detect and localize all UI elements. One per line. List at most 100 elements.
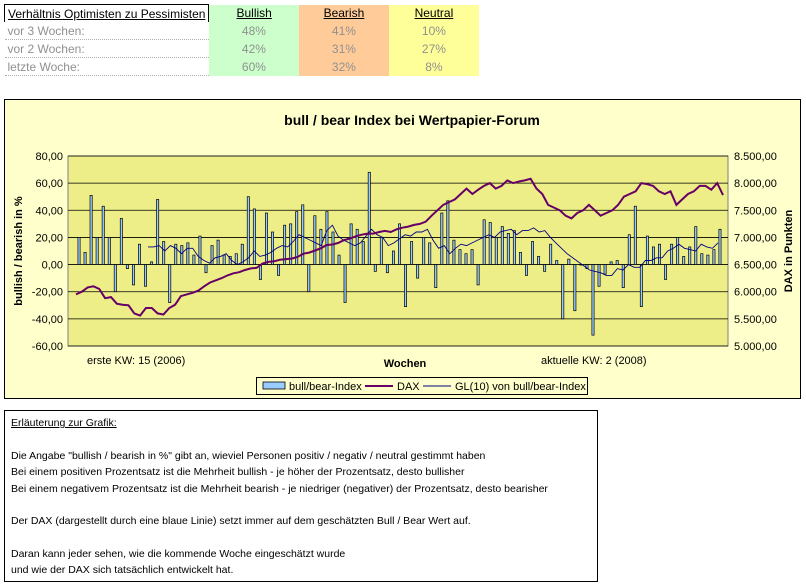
first-week-annotation: erste KW: 15 (2006)	[87, 355, 185, 367]
y2-axis-ticks: 8.500,00 8.000,00 7.500,00 7.000,00 6.500,00…	[734, 151, 777, 353]
y2-axis-label: DAX in Punkten	[783, 209, 795, 292]
table-row: letzte Woche: 60% 32% 8%	[4, 57, 479, 76]
dax-line	[75, 177, 724, 317]
bull-bear-bar	[101, 205, 105, 265]
bull-bear-bar	[410, 241, 414, 265]
bull-bear-bar	[555, 260, 559, 265]
bull-bear-bar	[77, 237, 81, 265]
bull-bear-bar	[373, 264, 377, 272]
table-row: vor 3 Wochen: 48% 41% 10%	[4, 22, 479, 40]
y2-tick-label: 7.500,00	[734, 205, 777, 217]
bull-bear-bar	[361, 241, 365, 265]
explanation-line: Bei einem positiven Prozentsatz ist die …	[11, 466, 465, 478]
bull-bear-bar	[712, 249, 716, 265]
bull-bear-bar	[476, 264, 480, 286]
bull-bear-bar	[597, 264, 601, 287]
bull-bear-bar	[682, 256, 686, 265]
x-axis-label: Wochen	[384, 358, 427, 370]
bull-bear-bar	[561, 264, 565, 320]
bull-bear-bar	[83, 252, 87, 265]
bull-bear-bar	[301, 204, 305, 265]
y2-tick-label: 8.500,00	[734, 151, 777, 163]
bull-bear-bar	[240, 243, 244, 265]
bullish-value: 60%	[208, 57, 299, 76]
y2-tick-label: 7.000,00	[734, 232, 777, 244]
explanation-line: Der DAX (dargestellt durch eine blaue Li…	[11, 515, 471, 527]
bull-bear-bar	[222, 254, 226, 265]
bull-bear-bar	[125, 264, 129, 269]
bull-bear-bar	[198, 235, 202, 265]
y-tick-label: 60,00	[35, 178, 63, 190]
bull-bear-bar	[446, 200, 450, 265]
header-bullish: Bullish	[208, 4, 299, 22]
bull-bear-bar	[670, 243, 674, 265]
row-label: vor 3 Wochen:	[4, 22, 209, 40]
bull-bear-bar	[162, 241, 166, 265]
bearish-value: 41%	[298, 22, 389, 40]
bull-bear-bar	[246, 196, 250, 265]
bull-bear-bar	[168, 264, 172, 303]
y-tick-label: -40,00	[32, 314, 63, 326]
row-label: vor 2 Wochen:	[4, 39, 209, 58]
bull-bear-bar	[633, 205, 637, 265]
bearish-value: 32%	[298, 57, 389, 76]
y2-tick-label: 6.500,00	[734, 260, 777, 272]
bull-bear-bar	[470, 249, 474, 265]
y-axis-ticks: 80,00 60,00 40,00 20,00 0,00 -20,00 -40,00 -60,…	[32, 151, 63, 353]
bull-bear-bar	[464, 253, 468, 265]
explanation-line: und wie der DAX sich tatsächlich entwick…	[11, 564, 234, 576]
header-bearish: Bearish	[298, 4, 389, 22]
optimist-pessimist-table: Verhältnis Optimisten zu Pessimisten Bul…	[3, 4, 479, 76]
bull-bear-bar	[252, 208, 256, 265]
bull-bear-bar	[573, 264, 577, 312]
neutral-value: 27%	[388, 39, 479, 58]
bull-bear-bar	[416, 264, 420, 279]
bull-bear-bar	[603, 264, 607, 275]
bull-bear-bar	[337, 254, 341, 265]
bull-bear-bar	[216, 239, 220, 265]
bull-bear-bar	[180, 245, 184, 265]
bull-bear-bar	[144, 264, 147, 287]
chart-title: bull / bear Index bei Wertpapier-Forum	[284, 112, 540, 128]
bull-bear-bar	[440, 212, 444, 265]
bull-bear-bar	[591, 264, 595, 336]
bull-bear-bar	[494, 237, 498, 265]
neutral-value: 10%	[388, 22, 479, 40]
chart-container: bull / bear Index bei Wertpapier-Forum 8…	[4, 99, 801, 399]
bull-bear-bar	[119, 218, 123, 265]
bull-bear-bar	[95, 237, 99, 265]
bull-bear-bar	[428, 242, 432, 265]
bull-bear-bar	[506, 233, 510, 265]
bull-bear-bar	[482, 219, 486, 265]
bull-bear-bar	[283, 224, 287, 265]
bull-bear-bar	[131, 264, 135, 286]
bull-bear-bar	[664, 264, 668, 280]
bull-bear-bar	[706, 254, 710, 265]
bull-bear-bar	[549, 243, 553, 265]
bull-bear-bar	[688, 246, 692, 265]
bull-bear-bar	[325, 211, 329, 265]
bull-bear-bar	[156, 199, 160, 265]
legend-dax: DAX	[397, 381, 420, 393]
bull-bear-bar	[192, 254, 196, 265]
bull-bear-bar	[379, 237, 383, 265]
bull-bear-bar	[537, 256, 541, 265]
row-label: letzte Woche:	[4, 57, 209, 76]
bull-bear-bar	[652, 246, 655, 265]
explanation-line: Daran kann jeder sehen, wie die kommende…	[11, 547, 346, 560]
y2-tick-label: 5.500,00	[734, 314, 777, 326]
bull-bear-chart: bull / bear Index bei Wertpapier-Forum 8…	[13, 112, 795, 370]
bull-bear-bar	[458, 249, 462, 265]
bull-bear-bar	[615, 260, 619, 265]
bull-bear-bar	[525, 264, 528, 276]
y-axis-label: bullish / bearish in %	[13, 196, 25, 306]
bull-bear-bar	[500, 226, 504, 265]
plot-area	[67, 155, 729, 347]
bull-bear-bar	[113, 264, 117, 293]
explanation-heading: Erläuterung zur Grafik:	[11, 417, 117, 429]
bull-bear-bar	[271, 231, 274, 265]
y2-tick-label: 8.000,00	[734, 178, 777, 190]
y-tick-label: 80,00	[35, 151, 63, 163]
bull-bear-bar	[174, 243, 178, 265]
gl10-line	[148, 224, 719, 276]
